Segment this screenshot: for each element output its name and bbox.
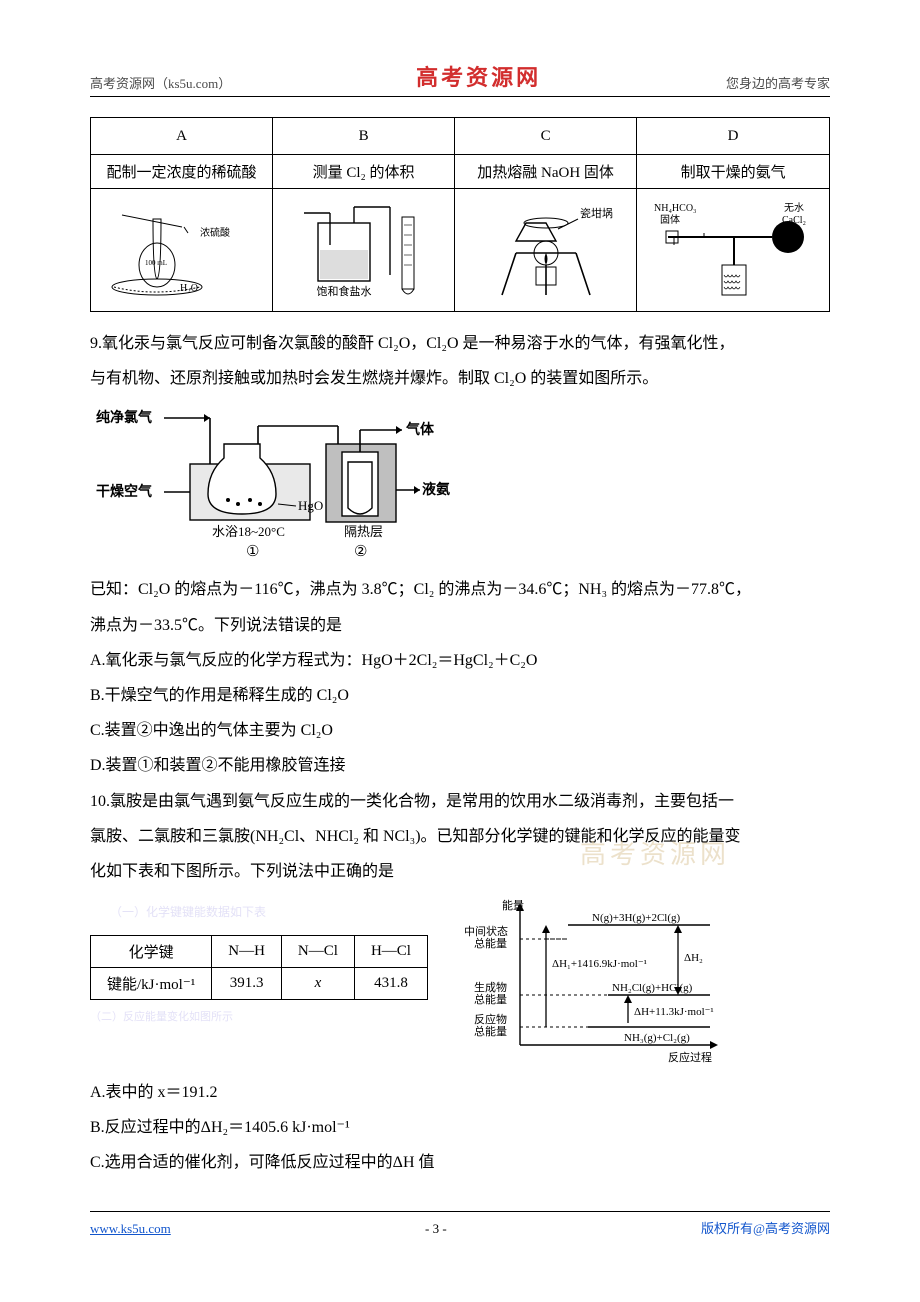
q10-line1: 10.氯胺是由氯气遇到氨气反应生成的一类化合物，是常用的饮用水二级消毒剂，主要包… bbox=[90, 784, 830, 819]
opt-B-head: B bbox=[273, 118, 455, 155]
opt-B-figure: 饱和食盐水 bbox=[273, 189, 455, 312]
svg-text:①: ① bbox=[246, 544, 259, 560]
q10-A: A.表中的 x＝191.2 bbox=[90, 1075, 830, 1110]
opt-D-head: D bbox=[637, 118, 830, 155]
watermark: 高考资源网 bbox=[580, 826, 730, 883]
q10-B: B.反应过程中的ΔH₂＝1405.6 kJ·mol⁻¹ bbox=[90, 1110, 830, 1145]
page-footer: www.ks5u.com - 3 - 版权所有@高考资源网 bbox=[90, 1211, 830, 1237]
header-center: 高考资源网 bbox=[416, 60, 541, 92]
svg-text:瓷坩埚: 瓷坩埚 bbox=[580, 206, 613, 220]
svg-text:ΔH+11.3kJ·mol⁻¹: ΔH+11.3kJ·mol⁻¹ bbox=[634, 1006, 714, 1018]
q9-D: D.装置①和装置②不能用橡胶管连接 bbox=[90, 748, 830, 783]
svg-text:总能量: 总能量 bbox=[474, 936, 507, 950]
opt-A-head: A bbox=[91, 118, 273, 155]
bond-v1: 391.3 bbox=[212, 968, 282, 1000]
bond-NCl: N—Cl bbox=[281, 936, 354, 968]
svg-text:总能量: 总能量 bbox=[474, 1024, 507, 1038]
opt-C-title: 加热熔融 NaOH 固体 bbox=[455, 155, 637, 189]
svg-text:浓硫酸: 浓硫酸 bbox=[200, 226, 230, 239]
svg-text:饱和食盐水: 饱和食盐水 bbox=[316, 284, 371, 298]
energy-diagram: 能量 反应过程 中间状态 总能量 生成物 总能量 反应物 总能量 N(g)+3H… bbox=[458, 895, 728, 1065]
bond-row2-head: 键能/kJ·mol⁻¹ bbox=[91, 968, 212, 1000]
q9-line1: 9.氧化汞与氯气反应可制备次氯酸的酸酐 Cl₂O，Cl₂O 是一种易溶于水的气体… bbox=[90, 326, 830, 361]
svg-text:反应物: 反应物 bbox=[474, 1012, 507, 1026]
bond-row1-head: 化学键 bbox=[91, 936, 212, 968]
bond-v2: x bbox=[281, 968, 354, 1000]
q9-C: C.装置②中逸出的气体主要为 Cl₂O bbox=[90, 713, 830, 748]
q10-options: A.表中的 x＝191.2 B.反应过程中的ΔH₂＝1405.6 kJ·mol⁻… bbox=[90, 1075, 830, 1181]
svg-text:水浴18~20°C: 水浴18~20°C bbox=[212, 524, 285, 539]
q9-line2: 与有机物、还原剂接触或加热时会发生燃烧并爆炸。制取 Cl₂O 的装置如图所示。 bbox=[90, 361, 830, 396]
page-header: 高考资源网（ks5u.com） 高考资源网 您身边的高考专家 bbox=[90, 60, 830, 97]
svg-text:总能量: 总能量 bbox=[474, 992, 507, 1006]
q9-known2: 沸点为－33.5℃。下列说法错误的是 bbox=[90, 608, 830, 643]
svg-text:HgO: HgO bbox=[298, 498, 323, 513]
svg-text:能量: 能量 bbox=[502, 898, 524, 912]
q9-figure: 纯净氯气 干燥空气 HgO 水浴18~20°C bbox=[90, 404, 460, 564]
bond-HCl: H—Cl bbox=[354, 936, 427, 968]
opt-D-title: 制取干燥的氨气 bbox=[637, 155, 830, 189]
faint-text-2: （二）反应能量变化如图所示 bbox=[90, 1008, 428, 1024]
options-table: A B C D 配制一定浓度的稀硫酸 测量 Cl₂ 的体积 加热熔融 NaOH … bbox=[90, 117, 830, 312]
header-left: 高考资源网（ks5u.com） bbox=[90, 73, 231, 92]
opt-D-figure: NH₄HCO₃ 固体 无水 CaCl₂ bbox=[637, 189, 830, 312]
q10-stem: 10.氯胺是由氯气遇到氨气反应生成的一类化合物，是常用的饮用水二级消毒剂，主要包… bbox=[90, 784, 830, 890]
svg-text:液氨: 液氨 bbox=[422, 481, 450, 498]
svg-text:ΔH₂: ΔH₂ bbox=[684, 952, 703, 964]
q9-A: A.氧化汞与氯气反应的化学方程式为：HgO＋2Cl₂＝HgCl₂＋C₂O bbox=[90, 643, 830, 678]
svg-text:ΔH₁+1416.9kJ·mol⁻¹: ΔH₁+1416.9kJ·mol⁻¹ bbox=[552, 958, 647, 970]
svg-text:固体: 固体 bbox=[660, 214, 680, 226]
svg-text:反应过程: 反应过程 bbox=[668, 1050, 712, 1064]
footer-right: 版权所有@高考资源网 bbox=[701, 1218, 830, 1237]
opt-C-head: C bbox=[455, 118, 637, 155]
svg-text:NH₃(g)+Cl₂(g): NH₃(g)+Cl₂(g) bbox=[624, 1032, 690, 1044]
svg-text:NH₂Cl(g)+HCl(g): NH₂Cl(g)+HCl(g) bbox=[612, 982, 693, 994]
q9-known1: 已知：Cl₂O 的熔点为－116℃，沸点为 3.8℃；Cl₂ 的沸点为－34.6… bbox=[90, 572, 830, 607]
footer-center: - 3 - bbox=[425, 1221, 447, 1237]
svg-text:中间状态: 中间状态 bbox=[464, 924, 508, 938]
opt-B-title: 测量 Cl₂ 的体积 bbox=[273, 155, 455, 189]
bond-table-wrap: （一）化学键键能数据如下表 化学键 N—H N—Cl H—Cl 键能/kJ·mo… bbox=[90, 895, 428, 1024]
svg-text:干燥空气: 干燥空气 bbox=[96, 483, 152, 500]
svg-text:无水: 无水 bbox=[784, 202, 804, 214]
opt-C-figure: 瓷坩埚 bbox=[455, 189, 637, 312]
svg-text:纯净氯气: 纯净氯气 bbox=[96, 409, 152, 426]
svg-text:N(g)+3H(g)+2Cl(g): N(g)+3H(g)+2Cl(g) bbox=[592, 912, 681, 924]
svg-text:②: ② bbox=[354, 544, 367, 560]
q9-stem: 9.氧化汞与氯气反应可制备次氯酸的酸酐 Cl₂O，Cl₂O 是一种易溶于水的气体… bbox=[90, 326, 830, 396]
svg-text:生成物: 生成物 bbox=[474, 980, 507, 994]
svg-text:NH₄HCO₃: NH₄HCO₃ bbox=[654, 203, 697, 214]
opt-A-figure: 100 mL 浓硫酸 H₂O bbox=[91, 189, 273, 312]
q9-known: 已知：Cl₂O 的熔点为－116℃，沸点为 3.8℃；Cl₂ 的沸点为－34.6… bbox=[90, 572, 830, 783]
svg-text:隔热层: 隔热层 bbox=[344, 524, 383, 539]
bond-v3: 431.8 bbox=[354, 968, 427, 1000]
footer-left: www.ks5u.com bbox=[90, 1221, 171, 1237]
svg-text:100 mL: 100 mL bbox=[145, 259, 167, 267]
bond-NH: N—H bbox=[212, 936, 282, 968]
svg-text:气体: 气体 bbox=[405, 421, 435, 438]
faint-text: （一）化学键键能数据如下表 bbox=[110, 903, 266, 920]
svg-text:H₂O: H₂O bbox=[180, 283, 198, 294]
header-right: 您身边的高考专家 bbox=[726, 73, 830, 92]
bond-energy-table: 化学键 N—H N—Cl H—Cl 键能/kJ·mol⁻¹ 391.3 x 43… bbox=[90, 935, 428, 1000]
opt-A-title: 配制一定浓度的稀硫酸 bbox=[91, 155, 273, 189]
q9-B: B.干燥空气的作用是稀释生成的 Cl₂O bbox=[90, 678, 830, 713]
q10-C: C.选用合适的催化剂，可降低反应过程中的ΔH 值 bbox=[90, 1145, 830, 1180]
